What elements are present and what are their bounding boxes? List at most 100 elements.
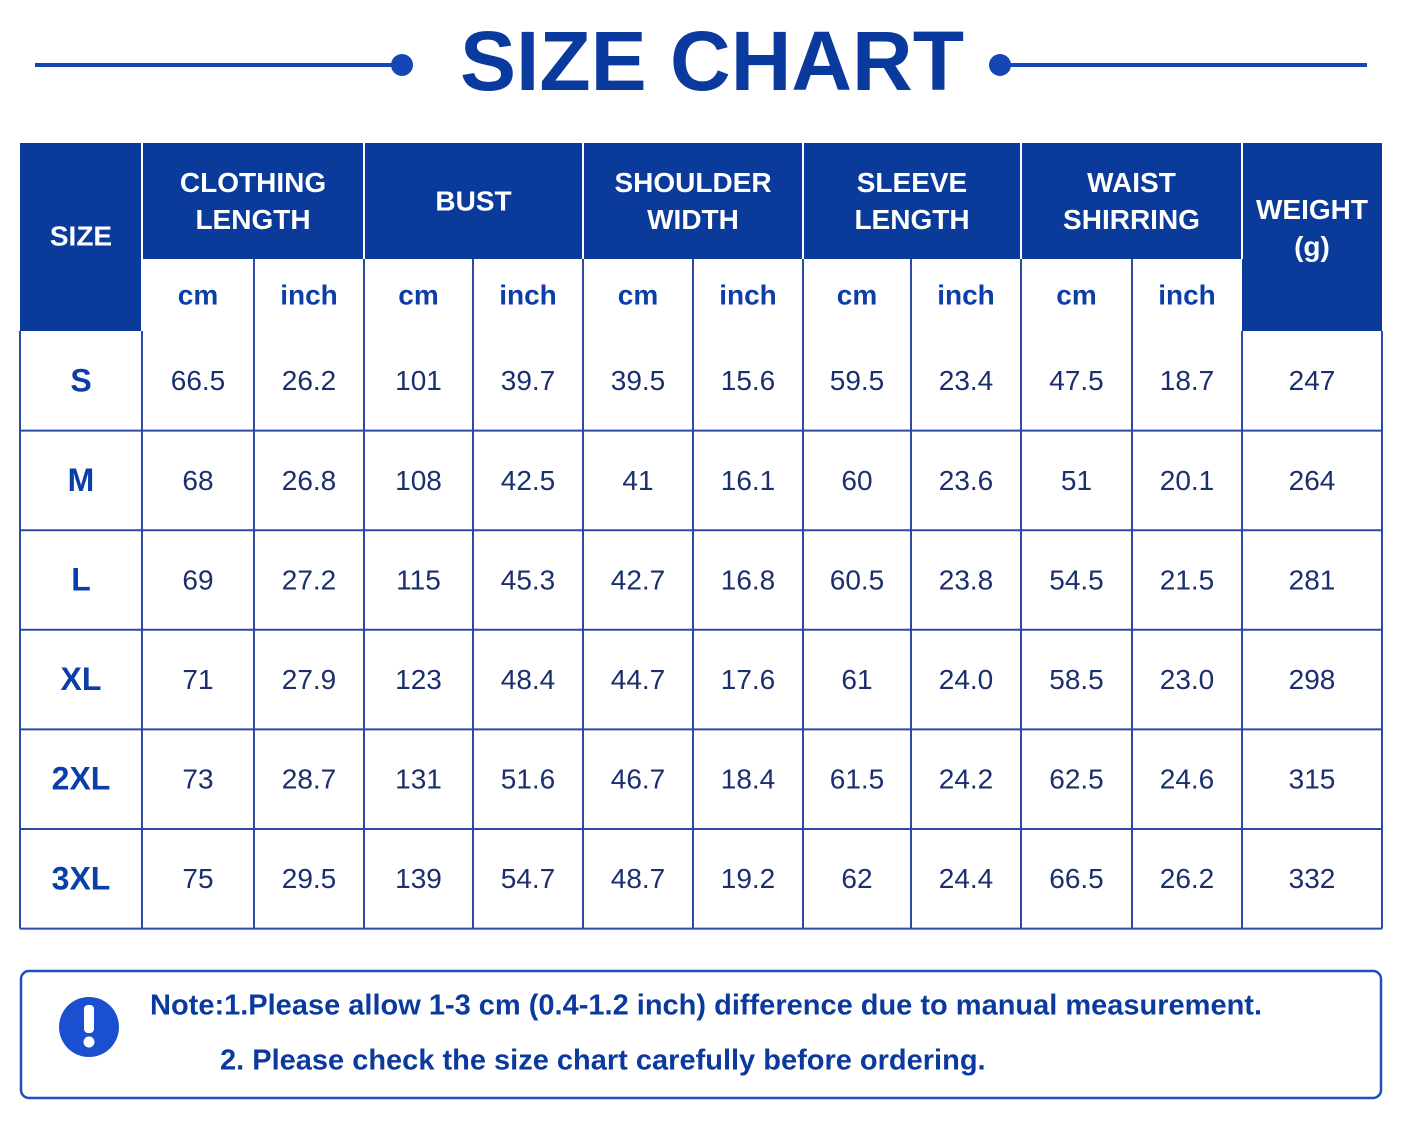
title: SIZE CHART (460, 14, 964, 108)
unit-header: cm (1056, 279, 1096, 310)
cell-value: 108 (395, 465, 442, 496)
cell-value: 23.0 (1160, 664, 1215, 695)
cell-value: 69 (182, 564, 213, 595)
cell-value: 101 (395, 365, 442, 396)
unit-header: inch (280, 279, 338, 310)
cell-value: 51.6 (501, 764, 556, 795)
cell-value: 61 (841, 664, 872, 695)
cell-value: 247 (1289, 365, 1336, 396)
cell-value: 24.2 (939, 764, 994, 795)
cell-value: 332 (1289, 863, 1336, 894)
cell-value: 58.5 (1049, 664, 1104, 695)
cell-value: 15.6 (721, 365, 776, 396)
cell-value: 54.5 (1049, 564, 1104, 595)
cell-value: 19.2 (721, 863, 776, 894)
cell-value: 46.7 (611, 764, 666, 795)
group-header: LENGTH (854, 204, 969, 235)
cell-value: 60 (841, 465, 872, 496)
cell-value: 23.8 (939, 564, 994, 595)
cell-value: 71 (182, 664, 213, 695)
cell-value: 66.5 (171, 365, 226, 396)
cell-value: 139 (395, 863, 442, 894)
group-header: SHIRRING (1063, 204, 1200, 235)
cell-value: 17.6 (721, 664, 776, 695)
cell-value: 26.8 (282, 465, 337, 496)
size-table: SIZE CLOTHING LENGTH BUST SHOULDER WIDTH SLEEV… (19, 143, 1383, 930)
weight-header: (g) (1294, 231, 1330, 262)
cell-value: 115 (396, 564, 441, 595)
group-header: WIDTH (647, 204, 739, 235)
unit-header: cm (618, 279, 658, 310)
group-header: SLEEVE (857, 167, 967, 198)
cell-value: 61.5 (830, 764, 885, 795)
cell-value: 23.4 (939, 365, 994, 396)
cell-value: 24.0 (939, 664, 994, 695)
size-label: S (70, 362, 91, 398)
size-label: 2XL (52, 761, 111, 797)
cell-value: 29.5 (282, 863, 337, 894)
size-label: XL (61, 661, 102, 697)
unit-header: inch (499, 279, 557, 310)
unit-header: inch (1158, 279, 1216, 310)
cell-value: 21.5 (1160, 564, 1215, 595)
cell-value: 60.5 (830, 564, 885, 595)
cell-value: 16.8 (721, 564, 776, 595)
cell-value: 18.7 (1160, 365, 1215, 396)
cell-value: 48.4 (501, 664, 556, 695)
cell-value: 68 (182, 465, 213, 496)
note-line: Note:1.Please allow 1-3 cm (0.4-1.2 inch… (150, 990, 1262, 1022)
unit-header: cm (178, 279, 218, 310)
cell-value: 59.5 (830, 365, 885, 396)
cell-value: 28.7 (282, 764, 337, 795)
cell-value: 41 (622, 465, 653, 496)
cell-value: 27.2 (282, 564, 337, 595)
cell-value: 26.2 (1160, 863, 1215, 894)
note-icon-bar (84, 1005, 94, 1033)
cell-value: 54.7 (501, 863, 556, 894)
cell-value: 42.5 (501, 465, 556, 496)
weight-header: WEIGHT (1256, 194, 1368, 225)
title-dot-left (391, 54, 413, 76)
group-header: BUST (435, 185, 511, 216)
cell-value: 264 (1289, 465, 1336, 496)
cell-value: 62.5 (1049, 764, 1104, 795)
cell-value: 298 (1289, 664, 1336, 695)
cell-value: 131 (395, 764, 442, 795)
size-label: M (68, 462, 95, 498)
cell-value: 45.3 (501, 564, 556, 595)
cell-value: 20.1 (1160, 465, 1215, 496)
unit-header: inch (937, 279, 995, 310)
cell-value: 44.7 (611, 664, 666, 695)
note-box (19, 969, 1383, 1100)
cell-value: 24.4 (939, 863, 994, 894)
cell-value: 39.5 (611, 365, 666, 396)
note-line: 2. Please check the size chart carefully… (220, 1045, 986, 1077)
cell-value: 26.2 (282, 365, 337, 396)
cell-value: 73 (182, 764, 213, 795)
cell-value: 24.6 (1160, 764, 1215, 795)
group-header: LENGTH (195, 204, 310, 235)
size-header: SIZE (50, 220, 112, 251)
cell-value: 23.6 (939, 465, 994, 496)
cell-value: 123 (395, 664, 442, 695)
group-header: SHOULDER (614, 167, 771, 198)
cell-value: 42.7 (611, 564, 666, 595)
unit-header: inch (719, 279, 777, 310)
size-label: L (71, 561, 91, 597)
note-icon-dot (83, 1036, 95, 1048)
cell-value: 315 (1289, 764, 1336, 795)
cell-value: 39.7 (501, 365, 556, 396)
unit-header: cm (398, 279, 438, 310)
cell-value: 18.4 (721, 764, 776, 795)
cell-value: 48.7 (611, 863, 666, 894)
unit-header: cm (837, 279, 877, 310)
cell-value: 66.5 (1049, 863, 1104, 894)
cell-value: 75 (182, 863, 213, 894)
group-header: CLOTHING (180, 167, 326, 198)
size-label: 3XL (52, 860, 111, 896)
cell-value: 27.9 (282, 664, 337, 695)
cell-value: 62 (841, 863, 872, 894)
cell-value: 47.5 (1049, 365, 1104, 396)
title-dot-right (989, 54, 1011, 76)
